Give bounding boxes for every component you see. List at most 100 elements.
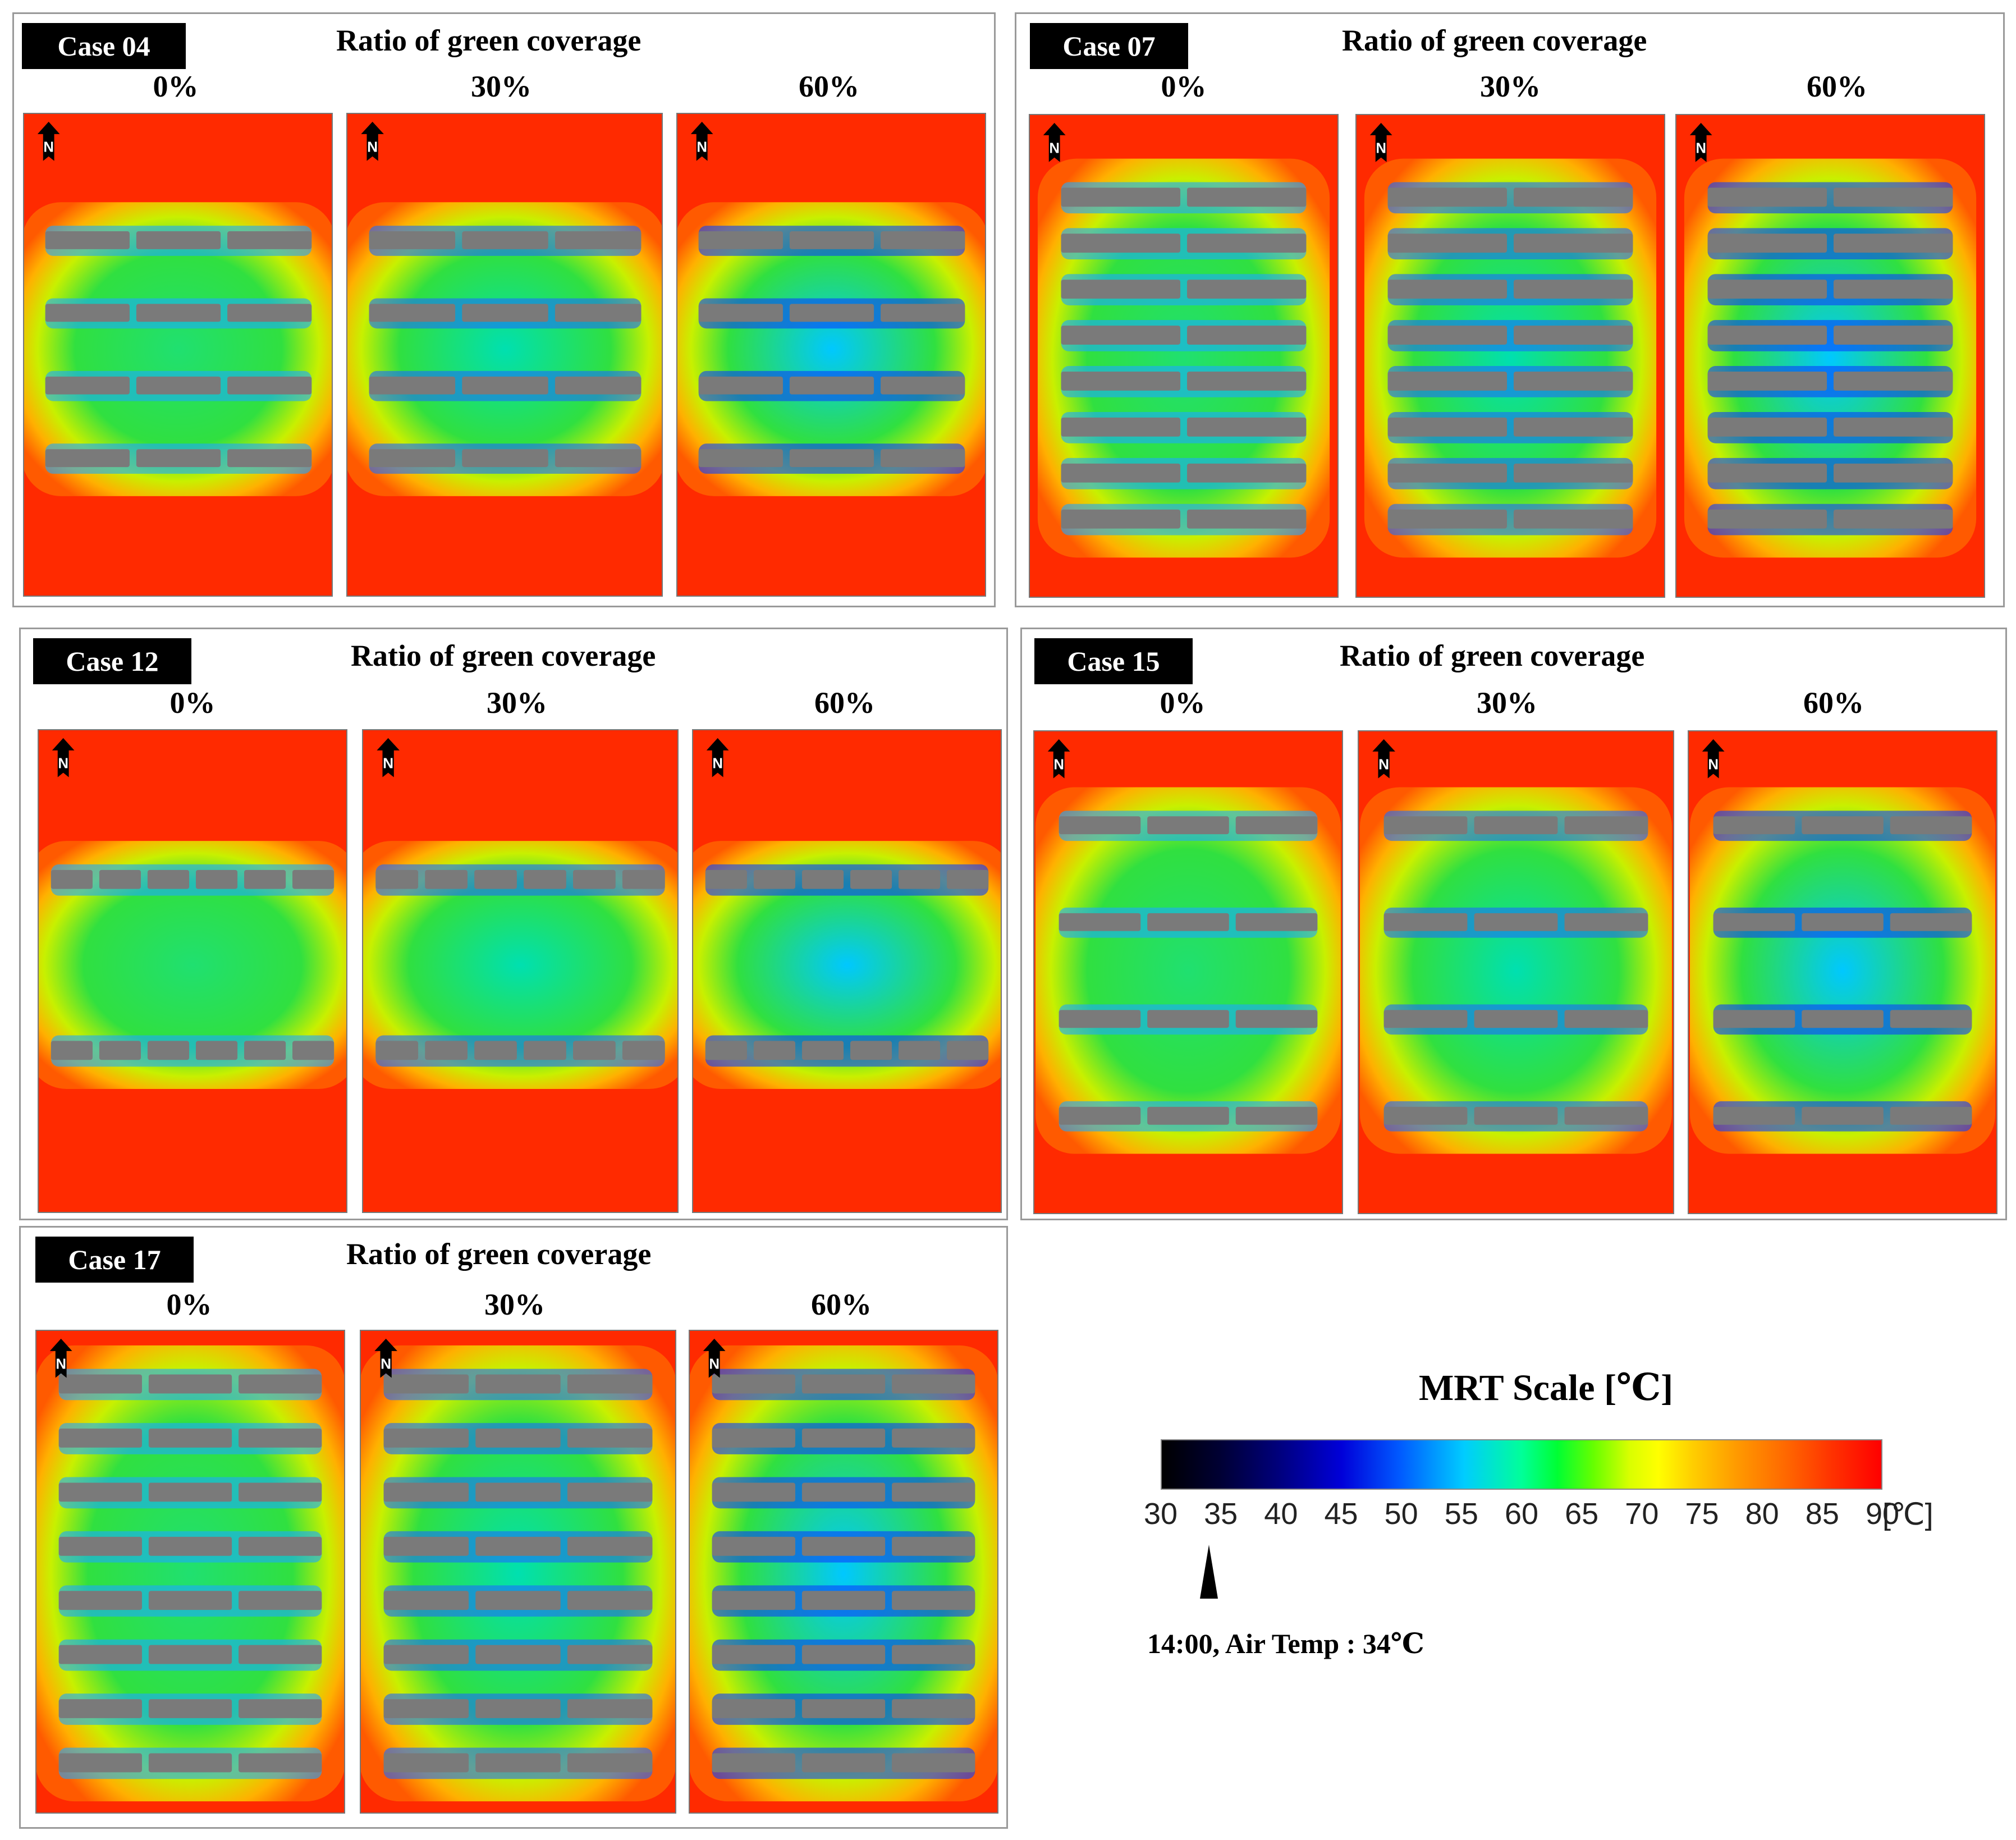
building-block (239, 1429, 322, 1448)
building-block (1235, 1010, 1318, 1028)
building-block (1387, 417, 1508, 437)
building-block (1564, 816, 1648, 835)
thermal-map-svg: N (690, 1331, 997, 1812)
building-block (1513, 280, 1633, 299)
building-block (148, 1374, 232, 1394)
building-block (947, 1041, 989, 1060)
colorbar-tick-85: 85 (1805, 1497, 1839, 1531)
building-block (698, 376, 783, 395)
building-block (462, 376, 548, 395)
cooling-zone (693, 841, 1001, 1089)
building-block (1564, 1010, 1648, 1028)
building-block (1061, 372, 1181, 391)
building-block (1147, 816, 1229, 835)
building-block (881, 231, 965, 249)
building-block (45, 304, 130, 322)
building-block (195, 1041, 238, 1060)
colorbar-tick-55: 55 (1444, 1497, 1478, 1531)
case-12-panel: Case 12 Ratio of green coverage 0% 30% 6… (19, 628, 1008, 1220)
building-block (1061, 187, 1181, 207)
north-arrow-icon: N (37, 121, 60, 161)
building-block (1474, 913, 1558, 931)
north-arrow-icon: N (52, 738, 75, 777)
thermal-map-svg: N (693, 730, 1001, 1212)
building-block (801, 1429, 886, 1448)
cooling-zone (24, 202, 332, 496)
case-title: Ratio of green coverage (336, 24, 642, 57)
percent-label-0: 0% (169, 686, 216, 720)
cooling-zone (39, 841, 346, 1089)
building-block (1833, 187, 1953, 207)
building-block (1707, 463, 1827, 483)
building-block (369, 449, 456, 468)
case-title: Ratio of green coverage (351, 639, 656, 672)
building-block (383, 1374, 469, 1394)
building-block (712, 1645, 795, 1664)
case-15-panel: Case 15 Ratio of green coverage 0% 30% 6… (1020, 628, 2007, 1220)
cooling-zone (677, 202, 985, 496)
building-block (850, 869, 892, 889)
north-label: N (1708, 757, 1719, 773)
air-temp-note: 14:00, Air Temp : 34℃ (1147, 1628, 1424, 1659)
building-block (1707, 372, 1827, 391)
building-block (1890, 913, 1972, 931)
case-04-panel: Case 04 Ratio of green coverage 0% 30% 6… (12, 12, 996, 607)
building-block (1186, 417, 1307, 437)
building-block (567, 1699, 653, 1718)
building-block (1061, 280, 1181, 299)
percent-label-60: 60% (814, 686, 875, 720)
building-block (474, 869, 517, 889)
building-block (1061, 234, 1181, 253)
building-block (1147, 1010, 1229, 1028)
building-block (1383, 1010, 1468, 1028)
north-label: N (56, 1357, 66, 1372)
building-block (45, 231, 130, 249)
building-block (383, 1536, 469, 1556)
building-block (881, 376, 965, 395)
percent-label-0: 0% (166, 1288, 212, 1321)
building-block (1186, 280, 1307, 299)
thermal-map-svg: N (36, 1331, 344, 1812)
building-block (1713, 913, 1795, 931)
building-block (1147, 1106, 1229, 1125)
building-block (1387, 509, 1508, 529)
building-block (474, 1041, 517, 1060)
building-block (1513, 187, 1633, 207)
building-block (567, 1429, 653, 1448)
building-block (555, 304, 642, 322)
building-block (58, 1645, 142, 1664)
percent-label-0: 0% (1160, 686, 1206, 720)
north-arrow-icon: N (690, 121, 713, 161)
colorbar-tick-45: 45 (1324, 1497, 1358, 1531)
building-block (1235, 816, 1318, 835)
building-block (1802, 913, 1884, 931)
north-arrow-icon: N (703, 1338, 726, 1378)
building-block (1383, 816, 1468, 835)
cooling-zone (347, 202, 662, 496)
building-block (1707, 187, 1827, 207)
thermal-map-svg: N (1357, 115, 1664, 597)
north-arrow-icon: N (1689, 122, 1712, 162)
building-block (555, 231, 642, 249)
thermal-map-svg: N (1034, 731, 1342, 1213)
building-block (239, 1645, 322, 1664)
building-block (898, 869, 941, 889)
mrt-map: N (692, 729, 1002, 1213)
building-block (475, 1429, 561, 1448)
building-block (567, 1374, 653, 1394)
building-block (1235, 913, 1318, 931)
colorbar-unit: [℃] (1882, 1498, 1933, 1531)
building-block (475, 1699, 561, 1718)
building-block (58, 1482, 142, 1502)
building-block (1061, 417, 1181, 437)
case-title: Ratio of green coverage (1340, 639, 1645, 672)
building-block (58, 1753, 142, 1773)
colorbar-tick-75: 75 (1685, 1497, 1719, 1531)
building-block (1059, 816, 1141, 835)
building-block (801, 1645, 886, 1664)
building-block (892, 1429, 975, 1448)
building-block (227, 449, 312, 468)
building-block (45, 376, 130, 395)
mrt-map: N (1675, 114, 1985, 598)
percent-label-60: 60% (1803, 686, 1864, 720)
